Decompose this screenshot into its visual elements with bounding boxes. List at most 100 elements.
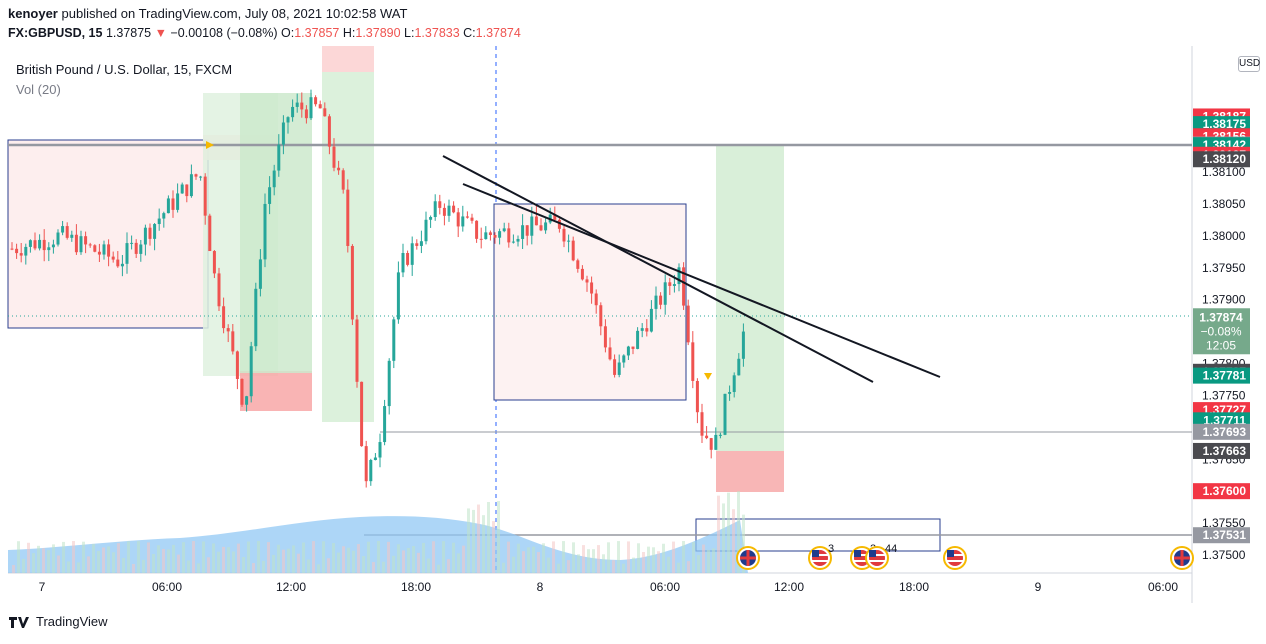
flag-cross (740, 550, 756, 566)
volume-bar (477, 504, 480, 573)
candle-down (346, 189, 350, 246)
candle-down (594, 293, 598, 306)
volume-bar (692, 542, 695, 573)
candle-up (254, 288, 258, 347)
candle-up (180, 184, 184, 194)
tradingview-logo-icon (9, 616, 29, 628)
candle-down (488, 232, 492, 236)
candle-up (663, 282, 667, 305)
volume-indicator-label[interactable]: Vol (20) (16, 82, 61, 97)
price-label-text: 1.37663 (1203, 444, 1247, 458)
candle-up (199, 176, 203, 178)
footer-brand-text: TradingView (36, 614, 108, 629)
volume-bar (727, 492, 730, 573)
volume-bar (522, 551, 525, 573)
volume-bar (37, 545, 40, 573)
volume-bar (612, 560, 615, 573)
volume-bar (407, 547, 410, 573)
candle-down (304, 109, 308, 119)
volume-bar (457, 553, 460, 573)
candle-up (530, 216, 534, 236)
uk-flag-icon (736, 546, 760, 570)
volume-bar (567, 560, 570, 573)
volume-bar (617, 541, 620, 573)
candle-up (387, 360, 391, 407)
candle-up (461, 216, 465, 227)
volume-bar (577, 554, 580, 573)
candle-down (700, 412, 704, 436)
candle-up (429, 217, 433, 220)
volume-bar (172, 544, 175, 573)
volume-bar (87, 556, 90, 573)
candle-up (153, 224, 157, 239)
y-tick-label: 1.38000 (1202, 229, 1246, 243)
candle-up (61, 226, 65, 233)
volume-bar (382, 561, 385, 573)
candle-down (97, 251, 101, 255)
candle-up (143, 227, 147, 245)
volume-bar (317, 564, 320, 573)
candle-down (415, 243, 419, 246)
range-box (493, 203, 687, 401)
volume-bar (162, 548, 165, 573)
publisher-name[interactable]: kenoyer (8, 6, 58, 21)
y-tick-label: 1.38050 (1202, 197, 1246, 211)
volume-bar (717, 495, 720, 573)
close-value: 1.37874 (475, 26, 521, 40)
series-title[interactable]: British Pound / U.S. Dollar, 15, FXCM (16, 62, 233, 77)
volume-bar (552, 541, 555, 573)
price-label-text: 1.37531 (1203, 528, 1247, 542)
volume-bar (667, 556, 670, 573)
candle-up (567, 240, 571, 242)
volume-bar (632, 557, 635, 573)
candle-down (10, 248, 14, 250)
currency-badge[interactable]: USD (1238, 56, 1260, 72)
candle-down (84, 236, 88, 245)
volume-bar (17, 541, 20, 573)
candle-up (741, 331, 745, 359)
candle-up (281, 122, 285, 145)
candle-up (424, 219, 428, 242)
footer-brand[interactable]: TradingView (8, 614, 108, 629)
candle-up (640, 328, 644, 331)
candle-up (511, 241, 515, 243)
price-change: −0.00108 (−0.08%) (170, 26, 278, 40)
high-value: 1.37890 (355, 26, 401, 40)
volume-bar (272, 554, 275, 573)
volume-bar (652, 547, 655, 573)
us-flag-icon (865, 546, 889, 570)
candle-down (603, 326, 607, 348)
candle-down (19, 253, 23, 256)
candle-down (465, 216, 469, 218)
candle-down (226, 328, 230, 332)
event-count-label: 3 (828, 543, 834, 555)
x-tick-label: 12:00 (774, 580, 804, 594)
volume-bar (517, 543, 520, 573)
volume-bar (582, 545, 585, 573)
candle-up (139, 244, 143, 254)
volume-bar (12, 565, 15, 573)
volume-bar (542, 543, 545, 573)
flag-canton (812, 550, 819, 557)
candle-down (222, 306, 226, 329)
candle-down (475, 220, 479, 239)
candle-up (626, 346, 630, 356)
candle-down (613, 359, 617, 375)
candle-down (364, 446, 368, 482)
candle-down (571, 240, 575, 261)
candle-down (332, 146, 336, 168)
candle-up (309, 97, 313, 119)
volume-bar (712, 548, 715, 573)
price-label-text: 1.37781 (1203, 369, 1247, 383)
candle-up (157, 218, 161, 225)
y-tick-label: 1.37550 (1202, 516, 1246, 530)
candle-down (470, 217, 474, 221)
volume-bar (337, 552, 340, 573)
volume-bar (277, 544, 280, 573)
candle-down (327, 116, 331, 147)
volume-bar (107, 546, 110, 573)
x-tick-label: 12:00 (276, 580, 306, 594)
candle-down (585, 279, 589, 283)
x-tick-label: 06:00 (1148, 580, 1178, 594)
